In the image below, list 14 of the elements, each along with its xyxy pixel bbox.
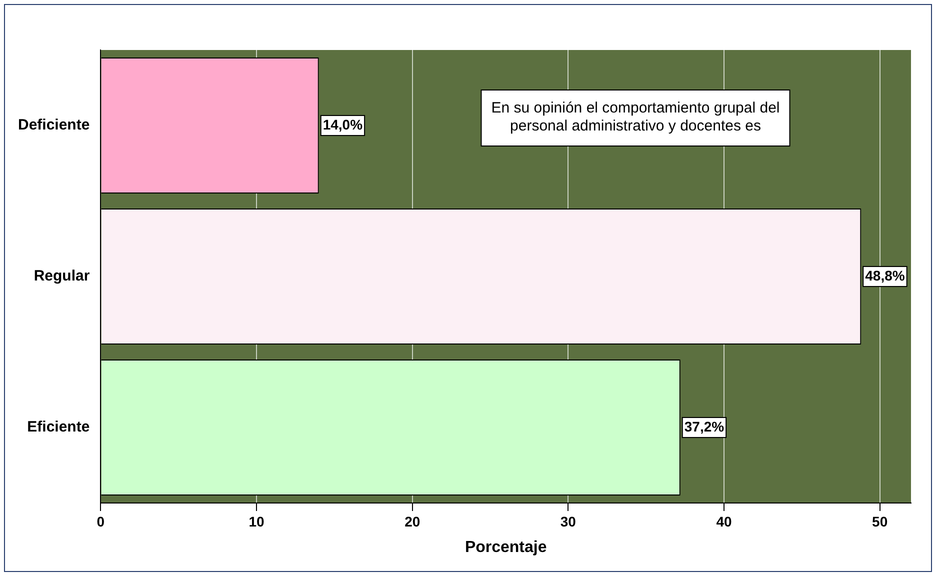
x-tick-label: 10 (248, 513, 265, 530)
x-axis-title: Porcentaje (464, 538, 547, 556)
x-tick-label: 0 (96, 513, 105, 530)
x-tick-label: 50 (872, 513, 888, 530)
data-label: 37,2% (684, 418, 725, 434)
y-tick-label: Eficiente (27, 418, 90, 436)
x-tick-label: 40 (716, 513, 732, 530)
y-tick-label: Regular (34, 268, 90, 285)
y-tick-label: Deficiente (18, 116, 90, 134)
data-label: 48,8% (865, 267, 906, 284)
data-label: 14,0% (322, 116, 364, 132)
x-tick-label: 30 (560, 513, 576, 530)
annotation: En su opinión el comportamiento grupal del personal administrativo y docentes es (491, 100, 780, 135)
x-tick-label: 20 (404, 513, 420, 530)
